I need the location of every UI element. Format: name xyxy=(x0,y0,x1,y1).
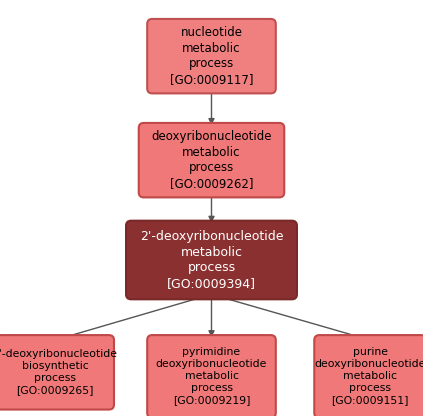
FancyBboxPatch shape xyxy=(0,335,114,409)
FancyBboxPatch shape xyxy=(147,335,276,416)
Text: 2'-deoxyribonucleotide
biosynthetic
process
[GO:0009265]: 2'-deoxyribonucleotide biosynthetic proc… xyxy=(0,349,118,395)
FancyBboxPatch shape xyxy=(314,335,423,416)
Text: deoxyribonucleotide
metabolic
process
[GO:0009262]: deoxyribonucleotide metabolic process [G… xyxy=(151,130,272,190)
Text: pyrimidine
deoxyribonucleotide
metabolic
process
[GO:0009219]: pyrimidine deoxyribonucleotide metabolic… xyxy=(156,347,267,406)
FancyBboxPatch shape xyxy=(147,19,276,93)
FancyBboxPatch shape xyxy=(126,220,297,300)
FancyBboxPatch shape xyxy=(139,123,284,198)
Text: 2'-deoxyribonucleotide
metabolic
process
[GO:0009394]: 2'-deoxyribonucleotide metabolic process… xyxy=(140,230,283,290)
Text: purine
deoxyribonucleotide
metabolic
process
[GO:0009151]: purine deoxyribonucleotide metabolic pro… xyxy=(314,347,423,406)
Text: nucleotide
metabolic
process
[GO:0009117]: nucleotide metabolic process [GO:0009117… xyxy=(170,26,253,86)
